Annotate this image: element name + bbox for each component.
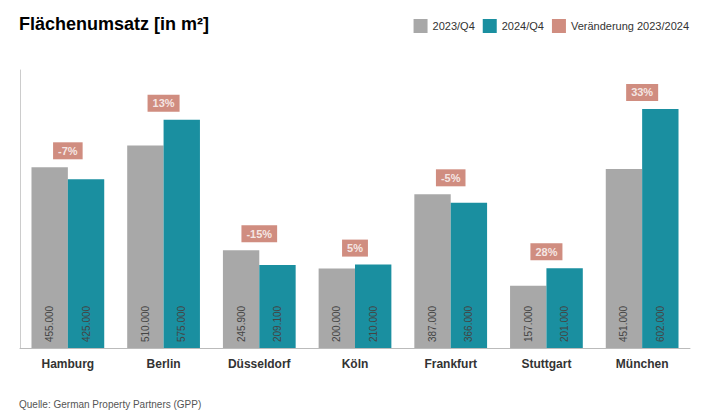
svg-text:245.900: 245.900 [236, 305, 247, 342]
svg-text:München: München [616, 357, 669, 371]
svg-text:Hamburg: Hamburg [42, 357, 95, 371]
svg-text:Frankfurt: Frankfurt [424, 357, 477, 371]
svg-text:366.000: 366.000 [463, 305, 474, 342]
svg-text:Düsseldorf: Düsseldorf [228, 357, 292, 371]
svg-text:28%: 28% [535, 246, 557, 258]
svg-text:5%: 5% [347, 242, 363, 254]
svg-text:451.000: 451.000 [618, 305, 629, 342]
svg-text:157.000: 157.000 [523, 305, 534, 342]
svg-text:13%: 13% [153, 97, 175, 109]
svg-text:200.000: 200.000 [331, 305, 342, 342]
svg-text:Quelle: German Property Partne: Quelle: German Property Partners (GPP) [19, 399, 201, 410]
svg-text:425.000: 425.000 [81, 305, 92, 342]
svg-text:455.000: 455.000 [44, 305, 55, 342]
svg-text:-7%: -7% [58, 145, 78, 157]
svg-text:Berlin: Berlin [147, 357, 181, 371]
svg-text:2024/Q4: 2024/Q4 [502, 20, 544, 32]
svg-text:210.000: 210.000 [368, 305, 379, 342]
svg-text:602.000: 602.000 [655, 305, 666, 342]
svg-text:-5%: -5% [441, 172, 461, 184]
svg-text:209.100: 209.100 [272, 305, 283, 342]
svg-text:Köln: Köln [342, 357, 369, 371]
svg-text:33%: 33% [631, 86, 653, 98]
svg-text:387.000: 387.000 [427, 305, 438, 342]
svg-text:2023/Q4: 2023/Q4 [433, 20, 475, 32]
svg-text:-15%: -15% [246, 228, 272, 240]
svg-text:575.000: 575.000 [176, 305, 187, 342]
svg-text:510.000: 510.000 [140, 305, 151, 342]
svg-text:Flächenumsatz [in m²]: Flächenumsatz [in m²] [19, 14, 209, 34]
svg-text:Stuttgart: Stuttgart [521, 357, 571, 371]
svg-text:201.000: 201.000 [559, 305, 570, 342]
svg-text:Veränderung 2023/2024: Veränderung 2023/2024 [571, 20, 689, 32]
